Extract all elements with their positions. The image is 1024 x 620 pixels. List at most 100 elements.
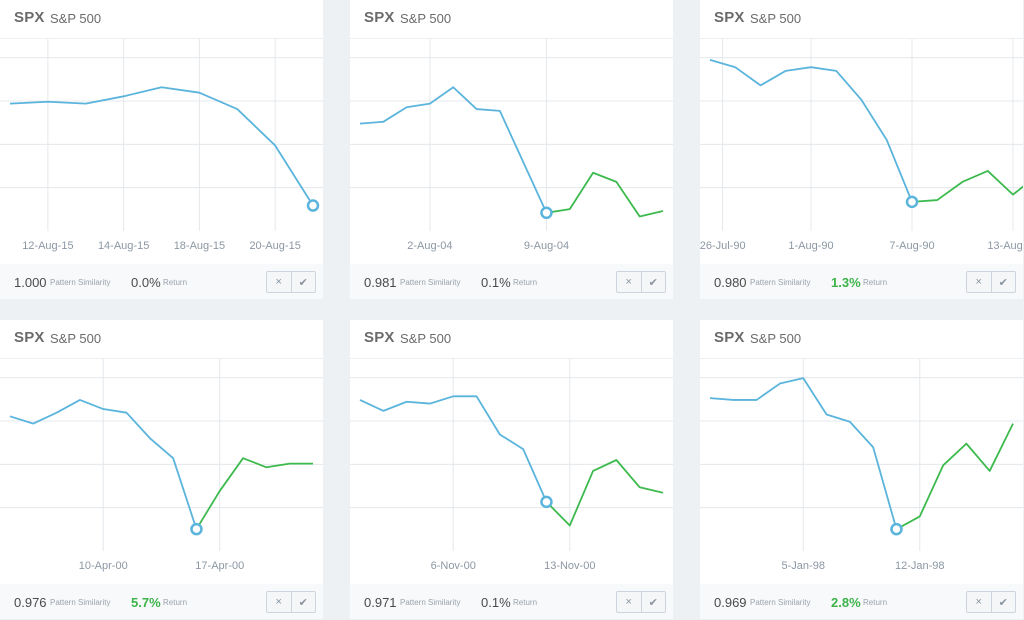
checkmark-icon: ✔ [648,596,658,609]
pattern-card: SPX S&P 500 26-Jul-90 1-Aug-90 7-Aug-90 13-… [700,0,1023,299]
card-footer: 0.969 Pattern Similarity 2.8% Return × ✔ [700,584,1023,619]
feedback-button-group: × ✔ [966,591,1016,613]
ticker-symbol: SPX [714,329,745,346]
reject-button[interactable]: × [967,272,991,292]
index-name: S&P 500 [400,11,452,26]
x-tick-label: 20-Aug-15 [249,240,300,252]
x-tick-label: 1-Aug-90 [788,240,833,252]
reject-button[interactable]: × [267,272,291,292]
accept-button[interactable]: ✔ [990,592,1015,612]
close-icon: × [975,596,982,608]
reject-button[interactable]: × [267,592,291,612]
index-name: S&P 500 [50,11,102,26]
ticker-symbol: SPX [14,329,45,346]
feedback-button-group: × ✔ [616,271,666,293]
card-header: SPX S&P 500 [350,320,673,359]
checkmark-icon: ✔ [998,276,1008,289]
card-header: SPX S&P 500 [0,0,323,39]
accept-button[interactable]: ✔ [990,272,1015,292]
accept-button[interactable]: ✔ [640,272,665,292]
accept-button[interactable]: ✔ [290,272,315,292]
card-footer: 0.980 Pattern Similarity 1.3% Return × ✔ [700,264,1023,299]
feedback-button-group: × ✔ [966,271,1016,293]
accept-button[interactable]: ✔ [640,592,665,612]
pattern-line [709,59,913,203]
index-name: S&P 500 [50,331,102,346]
index-name: S&P 500 [400,331,452,346]
similarity-value: 0.971 [364,595,397,610]
index-name: S&P 500 [750,331,802,346]
return-value: 2.8% [831,595,861,610]
similarity-label: Pattern Similarity [400,598,461,607]
return-label: Return [513,598,538,607]
pattern-chart: 12-Aug-15 14-Aug-15 18-Aug-15 20-Aug-15 [0,39,323,252]
pattern-chart: 2-Aug-04 9-Aug-04 [350,39,673,252]
similarity-label: Pattern Similarity [750,278,811,287]
card-footer: 1.000 Pattern Similarity 0.0% Return × ✔ [0,264,323,299]
card-footer: 0.981 Pattern Similarity 0.1% Return × ✔ [350,264,673,299]
x-tick-label: 17-Apr-00 [195,560,244,572]
card-footer: 0.971 Pattern Similarity 0.1% Return × ✔ [350,584,673,619]
pattern-end-marker [306,199,320,212]
x-tick-label: 12-Jan-98 [895,560,945,572]
accept-button[interactable]: ✔ [290,592,315,612]
pattern-end-marker [905,195,919,209]
pattern-line [709,377,898,530]
pattern-end-marker [540,206,553,220]
forward-line [545,459,664,527]
reject-button[interactable]: × [617,272,641,292]
close-icon: × [625,276,632,288]
forward-line [195,457,313,530]
pattern-line [359,86,548,214]
pattern-card: SPX S&P 500 10-Apr-00 17-Apr-00 0.976 Pat… [0,320,323,619]
forward-line [911,170,1023,203]
checkmark-icon: ✔ [298,276,308,289]
similarity-value: 0.969 [714,595,747,610]
card-header: SPX S&P 500 [700,320,1023,359]
x-tick-label: 18-Aug-15 [174,240,225,252]
similarity-label: Pattern Similarity [50,598,111,607]
pattern-chart: 5-Jan-98 12-Jan-98 [700,359,1023,572]
x-tick-label: 7-Aug-90 [889,240,934,252]
pattern-end-marker [540,495,553,509]
card-header: SPX S&P 500 [700,0,1023,39]
x-tick-label: 2-Aug-04 [407,240,452,252]
x-tick-label: 26-Jul-90 [700,240,746,252]
pattern-card: SPX S&P 500 2-Aug-04 9-Aug-04 0.981 Patte… [350,0,673,299]
feedback-button-group: × ✔ [266,591,316,613]
return-label: Return [163,278,188,287]
return-label: Return [163,598,188,607]
x-tick-label: 9-Aug-04 [524,240,569,252]
return-label: Return [863,278,888,287]
pattern-card: SPX S&P 500 6-Nov-00 13-Nov-00 0.971 Patt… [350,320,673,619]
checkmark-icon: ✔ [998,596,1008,609]
pattern-end-marker [190,522,203,536]
pattern-chart: 26-Jul-90 1-Aug-90 7-Aug-90 13-Aug-90 [700,39,1023,252]
pattern-end-marker [890,522,903,536]
close-icon: × [975,276,982,288]
similarity-value: 1.000 [14,275,47,290]
similarity-value: 0.981 [364,275,397,290]
feedback-button-group: × ✔ [266,271,316,293]
similarity-label: Pattern Similarity [50,278,111,287]
ticker-symbol: SPX [14,9,45,26]
reject-button[interactable]: × [617,592,641,612]
pattern-line [9,399,198,530]
return-value: 5.7% [131,595,161,610]
return-value: 0.1% [481,595,511,610]
x-tick-label: 10-Apr-00 [79,560,128,572]
pattern-line [359,395,548,503]
ticker-symbol: SPX [714,9,745,26]
return-value: 1.3% [831,275,861,290]
index-name: S&P 500 [750,11,802,26]
reject-button[interactable]: × [967,592,991,612]
pattern-chart: 6-Nov-00 13-Nov-00 [350,359,673,572]
x-tick-label: 12-Aug-15 [22,240,73,252]
x-tick-label: 6-Nov-00 [431,560,476,572]
x-tick-label: 13-Aug-90 [987,240,1023,252]
card-header: SPX S&P 500 [0,320,323,359]
forward-line [896,423,1014,530]
card-footer: 0.976 Pattern Similarity 5.7% Return × ✔ [0,584,323,619]
ticker-symbol: SPX [364,9,395,26]
ticker-symbol: SPX [364,329,395,346]
